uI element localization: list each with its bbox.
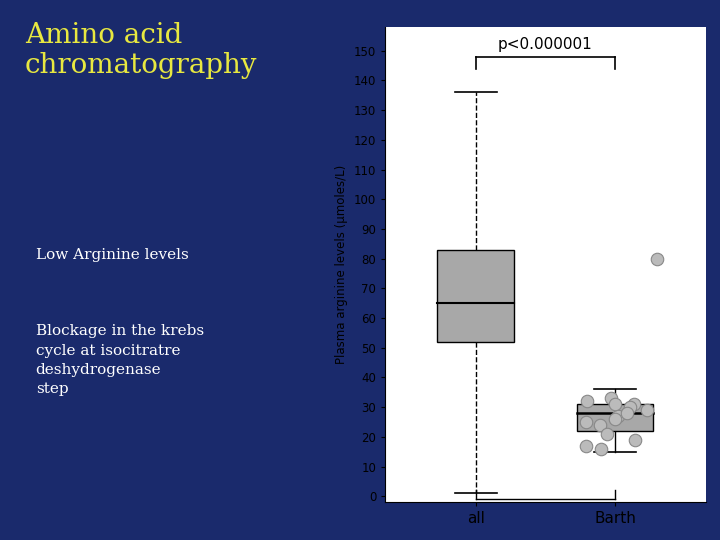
Y-axis label: Plasma arginine levels (µmoles/L): Plasma arginine levels (µmoles/L): [336, 165, 348, 364]
Text: Low Arginine levels: Low Arginine levels: [36, 248, 189, 262]
Text: Amino acid
chromatography: Amino acid chromatography: [25, 22, 258, 79]
Bar: [438, 249, 514, 342]
Text: Blockage in the krebs
cycle at isocitratre
deshydrogenase
step: Blockage in the krebs cycle at isocitrat…: [36, 324, 204, 396]
Text: p<0.000001: p<0.000001: [498, 37, 593, 52]
Bar: [577, 404, 653, 431]
